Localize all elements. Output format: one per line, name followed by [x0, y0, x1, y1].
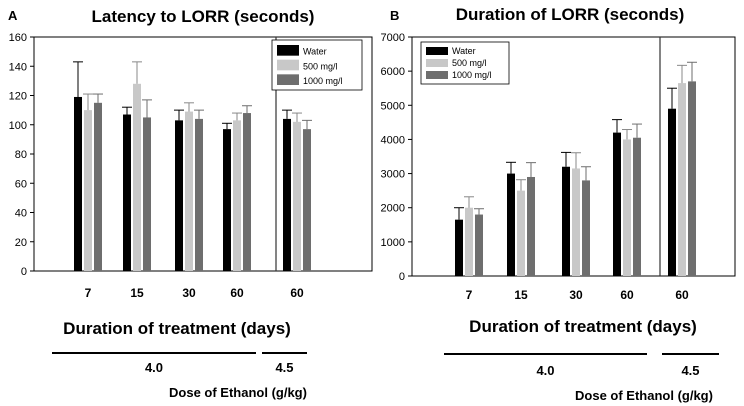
bar [175, 120, 183, 271]
x-tick-label: 60 [290, 286, 304, 300]
y-tick-label: 80 [15, 149, 27, 161]
bar [223, 129, 231, 271]
y-tick-label: 120 [9, 91, 27, 103]
bar [678, 83, 686, 276]
chart-title: Duration of LORR (seconds) [456, 5, 685, 24]
dose-group-label: 4.5 [681, 363, 699, 378]
dose-group-label: 4.0 [536, 363, 554, 378]
bar [465, 207, 473, 276]
legend-swatch [277, 59, 299, 71]
bar [283, 118, 291, 272]
bar [527, 176, 535, 276]
dose-group-label: 4.0 [145, 360, 163, 375]
dose-axis-label: Dose of Ethanol (g/kg) [169, 385, 307, 400]
legend-swatch [426, 47, 448, 55]
x-axis-label: Duration of treatment (days) [63, 319, 291, 338]
bar [74, 96, 82, 272]
bar [633, 137, 641, 276]
x-tick-label: 30 [182, 286, 196, 300]
y-tick-label: 160 [9, 32, 27, 44]
panel-a: A Latency to LORR (seconds) Duration of … [8, 7, 373, 400]
bar [84, 110, 92, 271]
bar [133, 83, 141, 271]
panel-b: B Duration of LORR (seconds) Duration of… [381, 5, 736, 403]
legend-swatch [426, 71, 448, 79]
panel-letter: A [8, 8, 18, 23]
bar [688, 81, 696, 276]
dose-axis-label: Dose of Ethanol (g/kg) [575, 388, 713, 403]
x-tick-label: 60 [230, 286, 244, 300]
y-tick-label: 40 [15, 208, 27, 220]
y-tick-label: 6000 [381, 66, 405, 78]
x-tick-label: 60 [675, 288, 689, 302]
legend-swatch [426, 59, 448, 67]
y-tick-label: 2000 [381, 203, 405, 215]
legend-label: 1000 mg/l [303, 76, 343, 86]
legend-swatch [277, 74, 299, 85]
x-tick-label: 7 [85, 286, 92, 300]
legend-label: Water [303, 47, 327, 57]
bar [185, 111, 193, 272]
legend-label: 1000 mg/l [452, 70, 492, 80]
dose-group-label: 4.5 [275, 360, 293, 375]
y-tick-label: 1000 [381, 237, 405, 249]
chart-title: Latency to LORR (seconds) [92, 7, 315, 26]
bar [303, 129, 311, 271]
y-tick-label: 0 [21, 266, 27, 278]
x-tick-label: 15 [130, 286, 144, 300]
bar [195, 118, 203, 272]
x-tick-label: 15 [514, 288, 528, 302]
x-tick-label: 30 [569, 288, 583, 302]
y-tick-label: 0 [399, 271, 405, 283]
bar [123, 114, 131, 271]
bar [243, 113, 251, 271]
y-tick-label: 5000 [381, 100, 405, 112]
bar [582, 180, 590, 276]
y-tick-label: 140 [9, 61, 27, 73]
y-tick-label: 60 [15, 178, 27, 190]
y-tick-label: 4000 [381, 134, 405, 146]
y-tick-label: 7000 [381, 32, 405, 44]
bar [507, 173, 515, 276]
x-tick-label: 7 [466, 288, 473, 302]
bar [293, 121, 301, 271]
legend-swatch [277, 45, 299, 56]
bar [668, 108, 676, 276]
panel-letter: B [390, 8, 399, 23]
legend-label: 500 mg/l [303, 61, 338, 71]
bar [613, 132, 621, 276]
legend-label: Water [452, 46, 476, 56]
y-tick-label: 100 [9, 120, 27, 132]
bar [143, 117, 151, 271]
y-tick-label: 20 [15, 237, 27, 249]
x-axis-label: Duration of treatment (days) [469, 317, 697, 336]
bar [94, 102, 102, 271]
legend-label: 500 mg/l [452, 58, 487, 68]
bar [455, 219, 463, 276]
bar [572, 168, 580, 276]
y-tick-label: 3000 [381, 169, 405, 181]
bar [475, 214, 483, 276]
bar [562, 166, 570, 276]
x-tick-label: 60 [620, 288, 634, 302]
bar [233, 120, 241, 271]
bar [517, 190, 525, 276]
bar [623, 139, 631, 276]
